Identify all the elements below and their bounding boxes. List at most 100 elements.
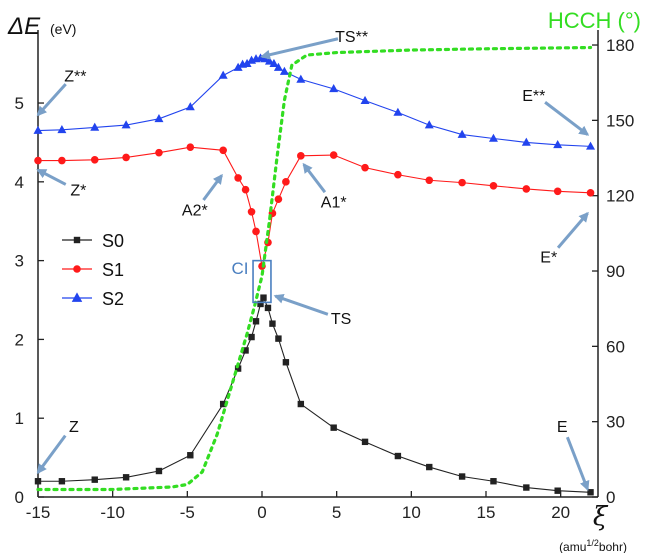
data-point: [425, 176, 434, 185]
data-point: [393, 107, 403, 116]
legend-marker: [73, 236, 81, 244]
data-point: [154, 113, 164, 123]
x-axis-unit: (amu1/2bohr): [559, 538, 627, 553]
series-s1: [34, 143, 595, 270]
data-point: [264, 304, 272, 312]
annotation-arrow: [544, 101, 590, 136]
data-point: [426, 463, 433, 471]
series-s0: [34, 294, 594, 496]
x-tick-label: 15: [477, 503, 496, 522]
data-point: [273, 62, 283, 71]
data-point: [282, 359, 290, 366]
data-point: [489, 181, 498, 190]
y-axis-unit: (eV): [50, 21, 76, 37]
data-point: [219, 146, 227, 155]
annotation-arrow: [565, 436, 590, 491]
data-point: [122, 153, 130, 162]
y-tick-label: 5: [15, 94, 24, 113]
data-point: [264, 56, 274, 65]
data-point: [252, 227, 260, 236]
data-point: [297, 152, 305, 160]
legend-label: S1: [102, 260, 124, 280]
data-point: [185, 102, 195, 111]
y-tick-label: 0: [15, 488, 24, 507]
x-unit-part-2: 1/2: [586, 538, 599, 548]
data-point: [241, 185, 250, 194]
x-unit-part-3: bohr): [599, 540, 627, 553]
y2-tick-label: 60: [606, 337, 625, 356]
data-point: [424, 120, 434, 129]
data-point: [330, 424, 337, 431]
axes-group: [37, 30, 599, 498]
data-point: [554, 487, 561, 494]
annotation-label: A2*: [182, 202, 208, 219]
annotation-arrow: [273, 293, 329, 316]
y-tick-label: 3: [15, 252, 24, 271]
annotation-label: E**: [522, 88, 545, 105]
data-point: [186, 143, 195, 151]
annotation-arrow: [202, 173, 223, 201]
annotation-arrow: [36, 434, 67, 475]
data-point: [586, 141, 596, 150]
legend-marker: [73, 265, 81, 273]
data-point: [90, 155, 99, 164]
legend-item-s1: S1: [62, 260, 124, 280]
x-tick-label: 0: [257, 503, 266, 522]
data-point: [488, 133, 498, 142]
legend-label: S2: [102, 289, 124, 309]
series-s2: [33, 53, 596, 150]
annotation-arrow: [36, 168, 67, 186]
data-point: [218, 70, 228, 79]
data-point: [587, 489, 594, 496]
data-point: [269, 58, 279, 67]
y-tick-label: 2: [15, 330, 24, 349]
annotation-label: E: [557, 419, 568, 436]
ci-label: CI: [232, 259, 249, 278]
data-point: [122, 474, 130, 481]
data-point: [187, 452, 194, 459]
axis-labels-group: ΔE (eV) HCCH (°) ξ (amu1/2bohr): [7, 8, 641, 553]
x-unit-part-1: (amu: [559, 540, 586, 553]
x-tick-label: -15: [26, 503, 51, 522]
data-point: [91, 476, 98, 483]
annotation-arrow: [260, 37, 339, 60]
x-tick-label: -5: [180, 503, 195, 522]
data-point: [257, 300, 264, 308]
data-point: [458, 473, 466, 480]
x-tick-label: -10: [100, 503, 125, 522]
data-point: [553, 139, 563, 149]
series-line: [38, 296, 591, 493]
annotation-arrow: [556, 211, 589, 249]
hcch-angle-line: [36, 45, 593, 492]
series-hcch: [36, 45, 593, 492]
data-point: [394, 170, 402, 179]
annotation-label: Z**: [64, 68, 86, 85]
data-point: [586, 189, 595, 197]
legend-marker: [71, 292, 83, 302]
data-point: [274, 195, 283, 203]
data-point: [155, 467, 163, 475]
data-point: [361, 438, 369, 446]
annotation-label: A1*: [321, 195, 347, 212]
annotation-label: E*: [540, 250, 557, 267]
data-point: [522, 185, 531, 193]
data-point: [457, 129, 467, 138]
legend: S0 S1 S2: [62, 231, 124, 309]
y-tick-label: 4: [15, 173, 24, 192]
data-point: [247, 207, 256, 216]
data-point: [58, 156, 66, 165]
data-point: [279, 66, 289, 75]
data-point: [121, 120, 131, 129]
legend-label: S0: [102, 231, 124, 251]
y2-tick-label: 0: [606, 488, 615, 507]
data-point: [219, 400, 227, 408]
data-point: [553, 187, 562, 196]
data-point: [490, 478, 497, 485]
data-point: [361, 163, 369, 172]
data-point: [33, 125, 43, 134]
data-point: [260, 294, 267, 301]
annotation-arrow: [36, 83, 67, 117]
x-tick-label: 5: [332, 503, 341, 522]
data-point: [242, 58, 252, 67]
y2-tick-label: 180: [606, 36, 634, 55]
